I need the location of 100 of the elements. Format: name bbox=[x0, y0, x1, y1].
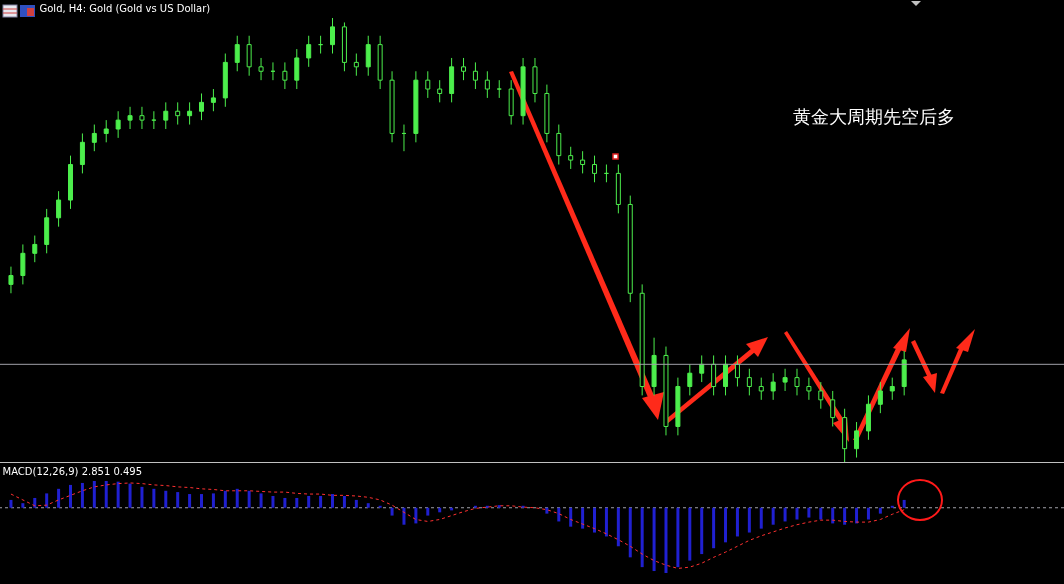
bar bbox=[295, 497, 299, 508]
bar bbox=[843, 507, 847, 525]
bar bbox=[9, 499, 13, 508]
bar bbox=[700, 507, 704, 555]
candlestick bbox=[139, 106, 145, 130]
candlestick bbox=[568, 146, 574, 170]
bar bbox=[307, 496, 311, 508]
candlestick bbox=[734, 354, 740, 388]
bar bbox=[366, 503, 370, 508]
candlestick bbox=[258, 57, 264, 81]
chart-title: MACD(12,26,9) 2.851 0.495 bbox=[2, 466, 143, 477]
candlestick bbox=[425, 70, 431, 99]
candlestick bbox=[758, 377, 764, 401]
candlestick bbox=[175, 101, 181, 126]
candlestick bbox=[151, 110, 157, 130]
candlestick bbox=[294, 48, 300, 90]
candlestick bbox=[187, 101, 193, 126]
candlestick bbox=[723, 354, 729, 396]
bar bbox=[152, 488, 156, 508]
annotation: 黄金大周期先空后多 bbox=[792, 106, 955, 127]
candlestick bbox=[854, 421, 860, 459]
bar bbox=[271, 496, 275, 508]
bar bbox=[414, 507, 418, 524]
candlestick bbox=[818, 381, 824, 410]
candlestick bbox=[365, 35, 371, 77]
bar bbox=[557, 507, 561, 522]
bar bbox=[223, 490, 227, 508]
candlestick bbox=[330, 17, 336, 55]
bar bbox=[342, 496, 346, 508]
bar bbox=[319, 496, 323, 508]
candlestick bbox=[8, 266, 14, 294]
candlestick bbox=[556, 124, 562, 166]
candlestick bbox=[592, 155, 598, 183]
bar bbox=[140, 486, 144, 508]
bar bbox=[866, 507, 870, 520]
candlestick bbox=[746, 368, 752, 396]
bar bbox=[545, 507, 549, 514]
candlestick bbox=[163, 101, 169, 130]
bar bbox=[676, 507, 680, 568]
candlestick bbox=[91, 124, 97, 152]
candlestick bbox=[353, 53, 359, 77]
candlestick bbox=[246, 35, 252, 77]
candlestick bbox=[889, 377, 895, 401]
bar bbox=[593, 507, 597, 533]
bar bbox=[128, 483, 132, 508]
bar bbox=[581, 507, 585, 529]
bar bbox=[878, 507, 882, 514]
bar bbox=[211, 493, 215, 508]
candlestick bbox=[234, 35, 240, 72]
bar bbox=[45, 493, 49, 508]
candlestick bbox=[56, 190, 62, 228]
bar bbox=[69, 484, 72, 508]
candlestick bbox=[210, 88, 216, 112]
bar bbox=[164, 490, 168, 508]
bar bbox=[21, 503, 25, 508]
bar bbox=[259, 493, 263, 508]
candlestick bbox=[806, 377, 812, 401]
bar bbox=[819, 507, 823, 520]
bar bbox=[104, 481, 108, 508]
bar bbox=[92, 481, 96, 508]
chart-title: Gold, H4: Gold (Gold vs US Dollar) bbox=[39, 2, 211, 14]
candlestick bbox=[877, 381, 883, 414]
bar bbox=[783, 507, 787, 522]
candlestick bbox=[794, 368, 800, 396]
candlestick bbox=[20, 243, 26, 285]
bar bbox=[807, 507, 811, 518]
bar bbox=[795, 507, 799, 520]
candlestick bbox=[472, 61, 478, 90]
bar bbox=[664, 507, 668, 573]
bar bbox=[247, 490, 251, 508]
bar bbox=[235, 488, 239, 508]
candlestick bbox=[687, 363, 693, 396]
candlestick bbox=[782, 368, 788, 392]
candlestick bbox=[461, 57, 467, 81]
candlestick bbox=[699, 354, 705, 383]
bar bbox=[188, 494, 192, 508]
bar bbox=[724, 507, 728, 543]
candlestick bbox=[711, 354, 717, 396]
candlestick bbox=[127, 106, 133, 130]
bar bbox=[688, 507, 692, 561]
bar bbox=[33, 497, 37, 508]
candlestick bbox=[32, 235, 38, 263]
bar bbox=[604, 507, 608, 537]
candlestick bbox=[437, 79, 443, 103]
bar bbox=[640, 507, 644, 568]
bar bbox=[652, 507, 656, 572]
bar bbox=[771, 507, 775, 525]
bar bbox=[283, 497, 287, 508]
bar bbox=[390, 507, 394, 516]
bar bbox=[747, 507, 751, 533]
candlestick bbox=[306, 35, 312, 68]
bar bbox=[712, 507, 716, 549]
bar bbox=[735, 507, 739, 537]
candlestick bbox=[115, 110, 121, 139]
candlestick bbox=[79, 132, 85, 174]
bar bbox=[57, 488, 61, 508]
bar bbox=[116, 481, 120, 508]
bar bbox=[426, 507, 430, 516]
bar bbox=[759, 507, 763, 529]
candlestick bbox=[103, 119, 109, 143]
